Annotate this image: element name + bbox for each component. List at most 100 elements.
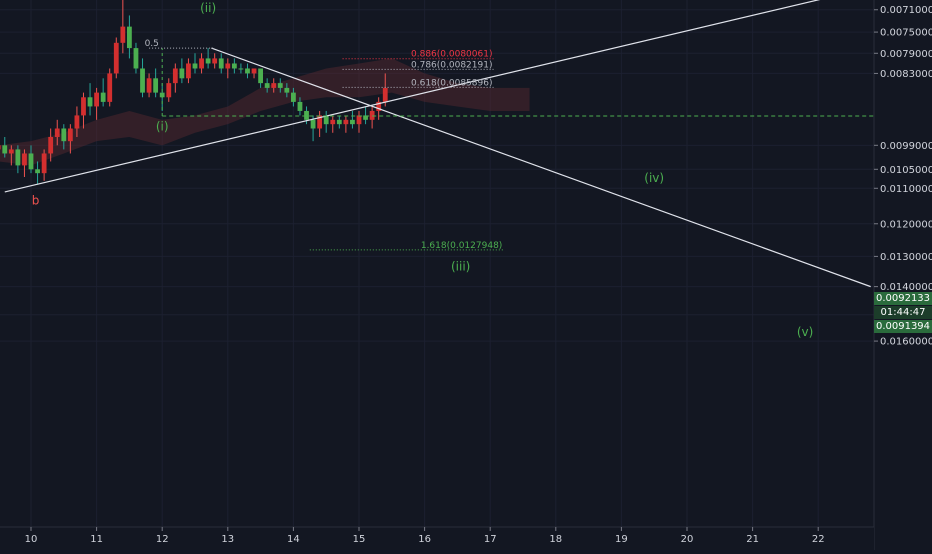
candle xyxy=(258,68,263,84)
candle xyxy=(172,68,178,84)
candle xyxy=(317,115,323,129)
y-tick-label: 0.0099000 xyxy=(880,141,932,152)
candle xyxy=(231,63,237,69)
x-tick-label: 21 xyxy=(746,534,759,545)
candle xyxy=(133,48,139,69)
candle xyxy=(22,153,27,166)
candle xyxy=(336,119,342,125)
x-tick-label: 11 xyxy=(90,534,103,545)
y-tick-label: 0.0075000 xyxy=(880,28,932,39)
candle xyxy=(140,68,145,93)
candle xyxy=(48,136,54,154)
candle xyxy=(238,68,244,70)
candle xyxy=(284,87,290,93)
x-tick-label: 12 xyxy=(156,534,169,545)
fib-label: 0.5 xyxy=(145,39,159,49)
descending-trendline xyxy=(4,0,821,193)
drawings-layer xyxy=(4,0,874,288)
y-tick-label: 0.0105000 xyxy=(880,165,932,176)
candle xyxy=(113,42,119,74)
candle xyxy=(330,119,336,125)
candle xyxy=(100,92,106,102)
candle xyxy=(74,115,80,129)
candle xyxy=(343,119,349,125)
candle xyxy=(277,83,283,88)
candle xyxy=(94,92,99,107)
candle xyxy=(61,128,67,142)
wave-label: (iii) xyxy=(451,259,470,273)
y-tick-label: 0.0071000 xyxy=(880,5,932,16)
candle xyxy=(271,83,277,88)
y-tick-label: 0.0110000 xyxy=(880,184,932,195)
candle xyxy=(225,63,231,69)
ichimoku-cloud xyxy=(0,58,530,166)
candles-layer xyxy=(0,0,388,185)
candle xyxy=(245,68,250,74)
candle xyxy=(153,78,159,93)
fib-label: 0.886(0.0080061) xyxy=(411,50,492,60)
wave-label: (i) xyxy=(156,120,169,134)
wave-label: (v) xyxy=(797,325,813,339)
marker-price-tag: 0.0091394 xyxy=(874,320,932,333)
x-tick-label: 16 xyxy=(418,534,431,545)
price-axis-bg xyxy=(874,0,932,550)
candle xyxy=(81,97,86,116)
candle xyxy=(382,87,388,102)
candle xyxy=(127,26,132,49)
x-tick-label: 22 xyxy=(812,534,825,545)
candle xyxy=(363,115,368,120)
candle xyxy=(356,115,362,125)
candle xyxy=(297,101,303,111)
candle xyxy=(15,149,21,166)
wave-label: (ii) xyxy=(200,1,216,15)
fib-label: 0.786(0.0082191) xyxy=(411,60,492,70)
candle xyxy=(8,149,14,154)
candle xyxy=(120,26,126,43)
candle xyxy=(212,58,218,64)
candle xyxy=(310,119,316,129)
candle xyxy=(199,58,204,69)
candle xyxy=(218,58,224,69)
wave-labels-layer: bc(i)(ii)(iii)(iv)(v) xyxy=(32,1,814,339)
candle xyxy=(67,128,73,142)
wave-label: b xyxy=(32,194,40,208)
candle xyxy=(2,145,8,154)
x-tick-label: 18 xyxy=(549,534,562,545)
time-axis-bg xyxy=(0,527,874,550)
fib-labels-layer: 1.618(0.0127948) 0.618(0.0085896) 0.786(0.… xyxy=(145,39,503,251)
candle xyxy=(251,68,257,74)
x-tick-label: 17 xyxy=(484,534,497,545)
grid-layer xyxy=(0,0,874,527)
candle xyxy=(166,83,172,98)
y-tick-label: 0.0079000 xyxy=(880,49,932,60)
candle xyxy=(323,115,329,125)
candle xyxy=(41,153,47,174)
current-price-tag: 0.0092133 xyxy=(874,292,932,305)
x-tick-label: 15 xyxy=(353,534,366,545)
candle xyxy=(304,110,309,120)
candle xyxy=(159,92,165,98)
x-tick-label: 14 xyxy=(287,534,300,545)
x-tick-label: 19 xyxy=(615,534,628,545)
y-tick-label: 0.0130000 xyxy=(880,252,932,263)
candle xyxy=(87,97,93,107)
candle xyxy=(146,78,152,93)
candle xyxy=(376,101,382,111)
candle xyxy=(350,119,355,125)
x-tick-label: 10 xyxy=(25,534,38,545)
candle xyxy=(264,83,270,88)
candle xyxy=(35,169,40,174)
countdown-tag: 01:44:47 xyxy=(874,306,932,319)
ichimoku-cloud-area xyxy=(0,58,530,166)
candle xyxy=(192,63,198,69)
fib-label: 1.618(0.0127948) xyxy=(421,241,502,251)
candle xyxy=(54,128,60,137)
wave-label: (iv) xyxy=(644,171,664,185)
candle xyxy=(205,58,211,64)
fib-label: 0.618(0.0085896) xyxy=(411,78,492,88)
y-tick-label: 0.0120000 xyxy=(880,219,932,230)
candle xyxy=(291,92,296,102)
candle xyxy=(0,145,1,150)
